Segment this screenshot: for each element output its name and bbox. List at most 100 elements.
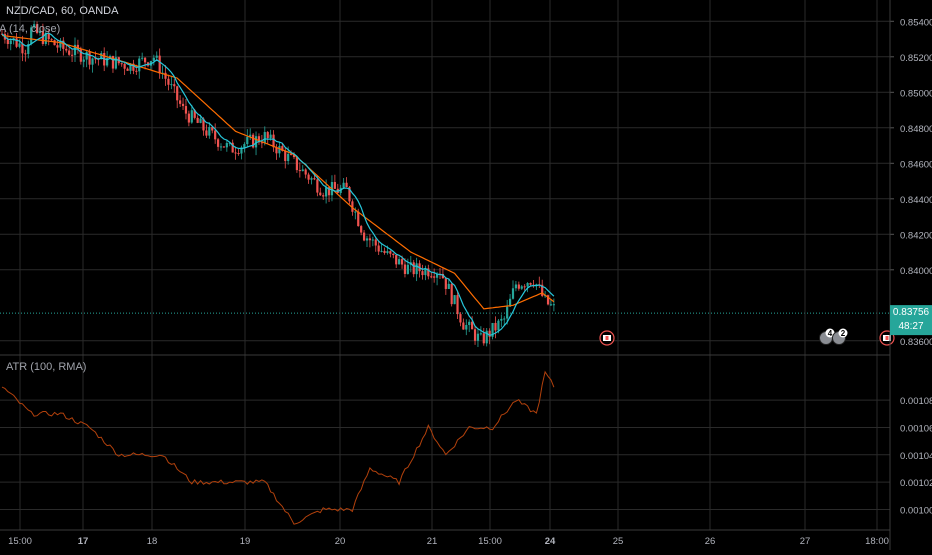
price-tick-label: 0.84000	[900, 266, 932, 277]
candle-body	[357, 211, 360, 227]
candle-body	[234, 152, 237, 154]
candle-body	[222, 146, 226, 148]
candle-body	[549, 304, 553, 306]
candle-body	[44, 32, 47, 44]
candle-body	[392, 253, 395, 256]
candle-body	[400, 259, 404, 265]
time-label: 27	[800, 536, 811, 547]
candle-body	[187, 113, 190, 123]
candle-body	[430, 276, 433, 278]
time-label: 15:00	[478, 536, 502, 547]
candle-body	[386, 251, 389, 253]
candle-body	[348, 187, 351, 202]
candle-body	[181, 103, 185, 107]
candle-body	[389, 251, 392, 254]
candle-body	[216, 139, 220, 147]
candle-body	[284, 150, 287, 162]
candle-body	[427, 268, 430, 277]
candle-body	[65, 48, 68, 51]
candle-body	[354, 211, 357, 213]
candle-body	[100, 53, 103, 60]
candle-body	[275, 147, 278, 154]
candle-body	[441, 273, 445, 279]
candle-body	[237, 152, 240, 154]
current-price-badge: 0.83756 48:27	[890, 305, 932, 336]
flag-leaf	[885, 336, 889, 340]
candle-body	[114, 57, 117, 69]
candle-body	[508, 298, 512, 307]
time-label: 24	[545, 536, 556, 547]
time-axis: 15:00 17 18 19 20 21 15:00 24 25 26 27 18:00	[8, 536, 889, 547]
candle-body	[219, 146, 223, 148]
candle-body	[225, 143, 228, 148]
candle-body	[465, 324, 468, 330]
candle-body	[494, 322, 497, 331]
time-label: 18:00	[865, 536, 889, 547]
candle-body	[491, 322, 494, 337]
candle-body	[135, 70, 138, 72]
time-label: 20	[335, 536, 346, 547]
candle-body	[15, 38, 18, 47]
candle-body	[111, 55, 115, 69]
time-label: 19	[240, 536, 251, 547]
candle-body	[471, 321, 474, 330]
time-label: 18	[147, 536, 158, 547]
candle-body	[208, 127, 211, 136]
candle-body	[68, 50, 71, 55]
candle-body	[541, 284, 544, 296]
ma-fast-line	[1, 32, 555, 337]
atr-indicator-label[interactable]: ATR (100, RMA)	[6, 361, 86, 373]
atr-axis: 0.00108 0.00106 0.00104 0.00102 0.00100	[900, 396, 932, 516]
candle-body	[38, 31, 42, 33]
candle-body	[24, 53, 27, 55]
candle-body	[503, 318, 506, 320]
candle-body	[307, 174, 310, 180]
candle-body	[59, 40, 62, 48]
price-tick-label: 0.84600	[900, 159, 932, 170]
candle-body	[211, 127, 214, 131]
candle-body	[479, 333, 482, 335]
candle-body	[41, 31, 44, 44]
candle-body	[295, 157, 299, 171]
candle-body	[9, 40, 12, 45]
candle-body	[120, 63, 123, 65]
candle-body	[240, 147, 243, 154]
candle-body	[403, 264, 407, 274]
event-count-label: 4	[828, 329, 833, 338]
candle-body	[406, 264, 409, 274]
candle-body	[33, 24, 36, 28]
candle-body	[310, 178, 313, 180]
candle-body	[190, 110, 193, 123]
candle-body	[289, 153, 293, 155]
candle-body	[132, 63, 135, 71]
candle-body	[108, 55, 112, 59]
candle-body	[62, 40, 65, 49]
candle-body	[488, 330, 491, 337]
candle-body	[263, 132, 266, 144]
price-tick-label: 0.85400	[900, 17, 932, 28]
grid	[0, 0, 890, 530]
event-count-label: 2	[841, 329, 846, 338]
candle-body	[506, 306, 509, 319]
candle-body	[35, 24, 39, 33]
candle-body	[170, 84, 173, 86]
atr-tick-label: 0.00104	[900, 451, 932, 462]
candle-body	[523, 286, 526, 288]
candle-body	[476, 333, 480, 341]
candle-body	[70, 54, 74, 56]
candle-body	[30, 27, 33, 45]
candle-body	[18, 43, 21, 47]
ma-indicator-label[interactable]: MA (14, close)	[0, 23, 60, 35]
candle-body	[173, 84, 176, 87]
candle-body	[319, 192, 322, 196]
candle-body	[53, 40, 56, 46]
candle-body	[199, 118, 202, 123]
candle-body	[395, 255, 398, 265]
time-label: 17	[78, 536, 89, 547]
candle-body	[260, 142, 263, 144]
candle-body	[184, 106, 188, 114]
candle-body	[415, 263, 418, 275]
